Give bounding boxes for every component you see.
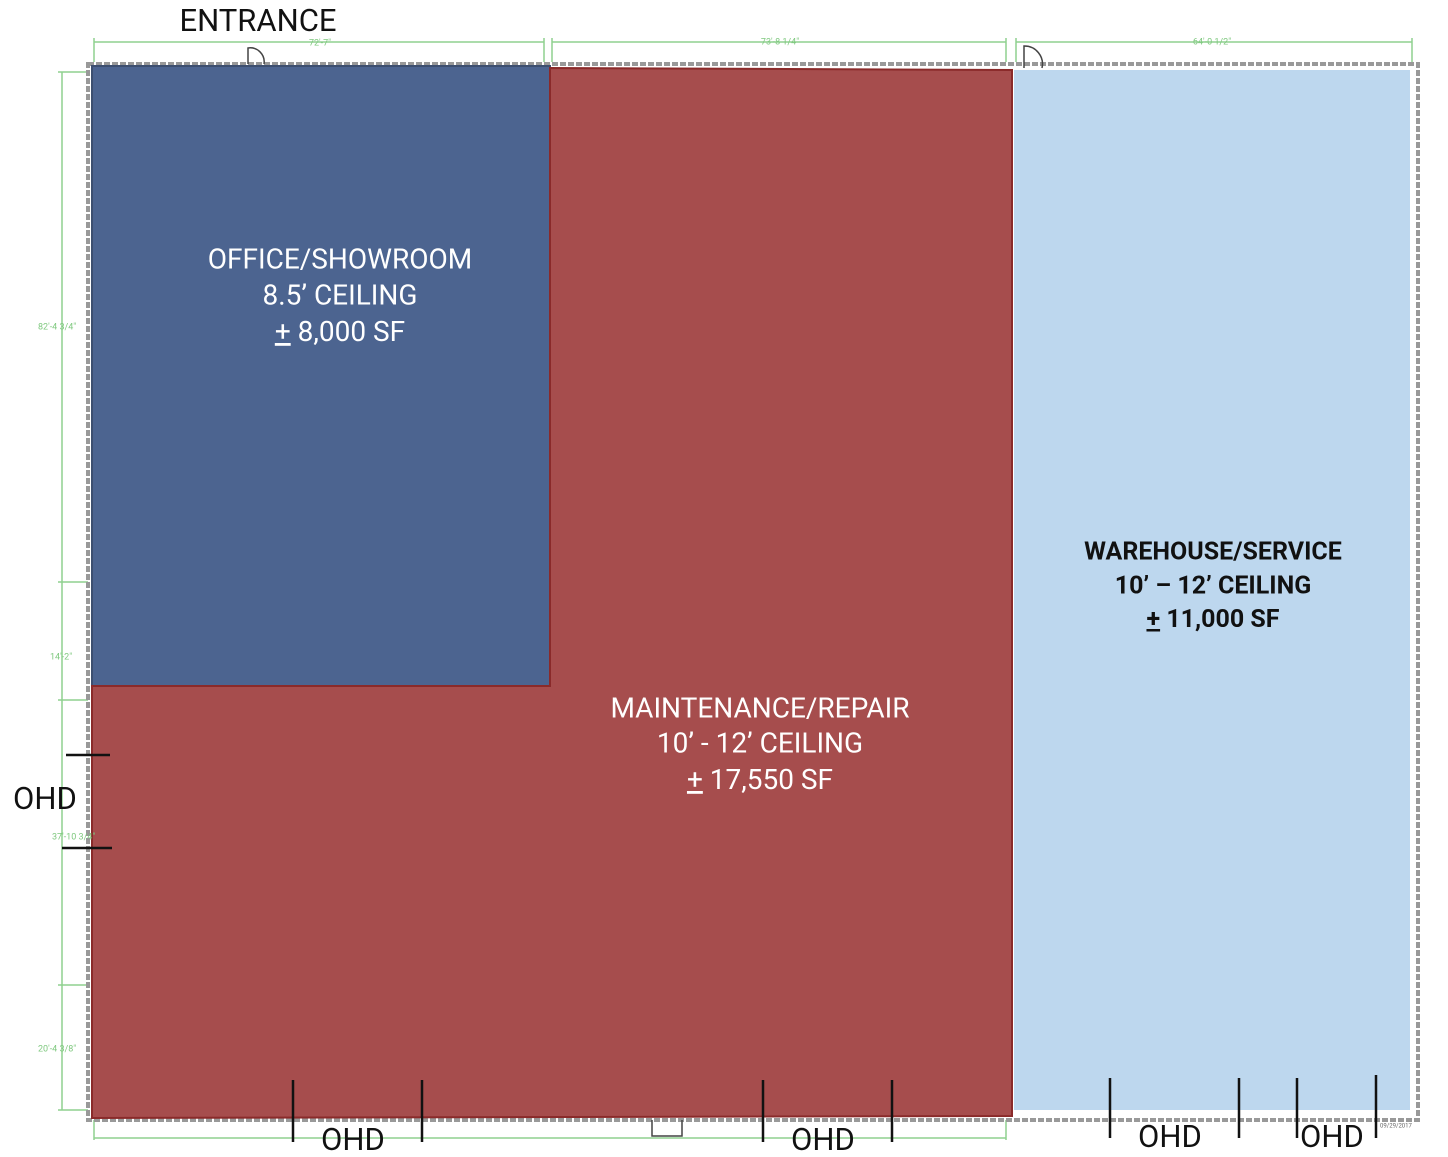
room-name: MAINTENANCE/REPAIR: [610, 691, 909, 724]
wall: [86, 62, 1420, 1122]
dimension-label: 64'-0 1/2": [1193, 37, 1231, 47]
room-ceiling: 8.5’ CEILING: [263, 278, 418, 311]
dimension-label: 37'-10 3/4": [52, 832, 95, 842]
date-stamp: 09/29/2017: [1380, 1123, 1413, 1130]
sign: +: [275, 315, 291, 348]
dimension-label: 82'-4 3/4": [38, 322, 76, 332]
room-ceiling: 10’ – 12’ CEILING: [1115, 572, 1312, 601]
ohd-label: OHD: [1300, 1118, 1364, 1155]
entrance-label: ENTRANCE: [179, 2, 336, 39]
dimension-label: 14'-2": [50, 652, 72, 662]
room-label: OFFICE/SHOWROOM 8.5’ CEILING + 8,000 SF: [208, 242, 472, 348]
room-ceiling: 10’ - 12’ CEILING: [657, 726, 863, 759]
dimension-label: 73'-8 1/4": [761, 37, 799, 47]
ohd-label: OHD: [791, 1121, 855, 1157]
room-name: WAREHOUSE/SERVICE: [1084, 538, 1342, 567]
room-area: + 8,000 SF: [275, 315, 405, 348]
ohd-label: OHD: [321, 1121, 385, 1157]
ohd-marker: [62, 753, 1378, 1142]
dimension-label: 72'-7": [309, 38, 331, 48]
ohd-label: OHD: [1138, 1118, 1202, 1155]
dimension-label: 20'-4 3/8": [38, 1044, 76, 1054]
dimension-lines: [58, 38, 1413, 1140]
sign: +: [687, 763, 703, 796]
room-label: MAINTENANCE/REPAIR 10’ - 12’ CEILING + 1…: [610, 691, 909, 796]
room-area: + 11,000 SF: [1146, 605, 1279, 634]
room-name: OFFICE/SHOWROOM: [208, 242, 472, 275]
maintenance-area: [91, 66, 1013, 1120]
room-label: WAREHOUSE/SERVICE 10’ – 12’ CEILING + 11…: [1084, 538, 1342, 634]
sign: +: [1146, 605, 1160, 634]
office-area: [91, 65, 551, 687]
warehouse-area: [1014, 70, 1410, 1110]
door: [247, 45, 1044, 1137]
ohd-label: OHD: [13, 780, 77, 817]
room-area: + 17,550 SF: [687, 763, 833, 796]
area: 8,000 SF: [298, 315, 406, 348]
area: 11,000 SF: [1166, 605, 1279, 634]
area: 17,550 SF: [710, 763, 833, 796]
